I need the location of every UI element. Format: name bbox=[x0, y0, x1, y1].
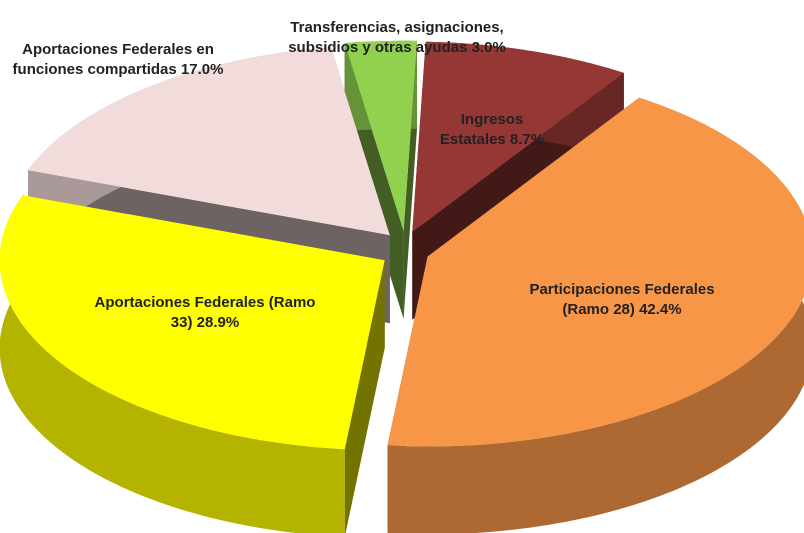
category-label: Participaciones Federales (Ramo 28) bbox=[529, 281, 715, 318]
slice bbox=[387, 97, 804, 447]
data-label: Aportaciones Federales en funciones comp… bbox=[3, 40, 233, 80]
category-label: Aportaciones Federales en funciones comp… bbox=[12, 41, 214, 78]
category-label: Aportaciones Federales (Ramo 33) bbox=[94, 294, 316, 331]
value-label: 42.4% bbox=[639, 301, 682, 318]
slice bbox=[28, 47, 390, 236]
value-label: 17.0% bbox=[180, 61, 224, 78]
slice bbox=[412, 41, 624, 232]
category-label: Ingresos Estatales bbox=[439, 111, 524, 148]
value-label: 28.9% bbox=[196, 314, 240, 331]
slice bbox=[344, 40, 417, 231]
data-label: Transferencias, asignaciones, subsidios … bbox=[267, 18, 527, 58]
data-label: Ingresos Estatales 8.7% bbox=[437, 110, 547, 150]
data-label: Aportaciones Federales (Ramo 33) 28.9% bbox=[90, 293, 320, 333]
category-label: Transferencias, asignaciones, subsidios … bbox=[288, 19, 504, 56]
slice-wall bbox=[0, 195, 345, 533]
value-label: 8.7% bbox=[509, 131, 545, 148]
value-label: 3.0% bbox=[471, 39, 506, 56]
data-label: Participaciones Federales (Ramo 28) 42.4… bbox=[522, 280, 722, 320]
slice bbox=[0, 195, 385, 450]
